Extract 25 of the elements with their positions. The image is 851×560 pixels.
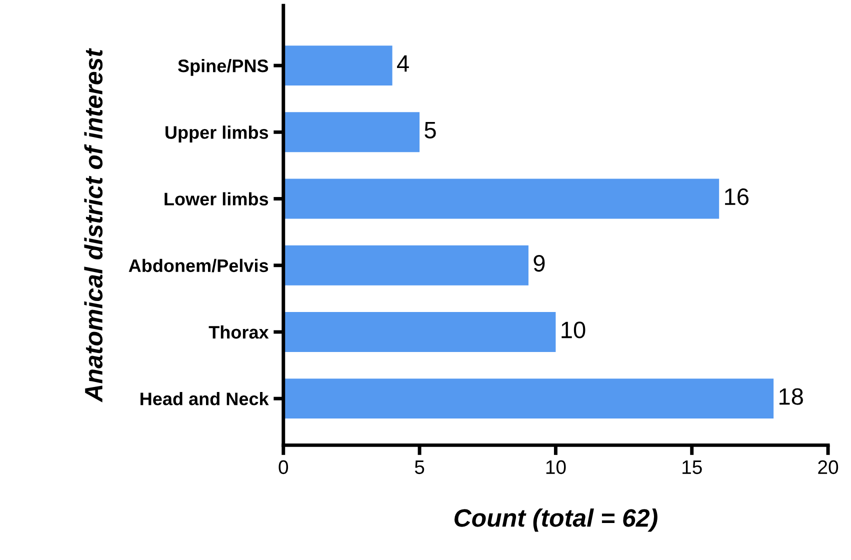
data-label: 5 bbox=[424, 122, 436, 138]
bar bbox=[283, 178, 720, 219]
y-tick-label: Thorax bbox=[208, 325, 269, 339]
data-label: 9 bbox=[534, 254, 545, 272]
bar bbox=[283, 46, 392, 86]
bar bbox=[283, 312, 556, 352]
y-tick-label: Upper limbs bbox=[166, 126, 268, 142]
y-tick-label: Spine/PNS bbox=[178, 59, 268, 76]
data-label: 16 bbox=[725, 188, 748, 206]
data-label: 4 bbox=[397, 55, 409, 72]
data-label: 10 bbox=[562, 322, 586, 338]
y-axis-title: Anatomical district of interest bbox=[84, 48, 103, 402]
x-tick-label: 15 bbox=[682, 460, 702, 474]
bar bbox=[283, 112, 420, 152]
data-label: 18 bbox=[780, 388, 803, 405]
x-tick-label: 0 bbox=[278, 460, 288, 474]
y-tick-label: Head and Neck bbox=[140, 392, 269, 406]
y-tick-label: Lower limbs bbox=[164, 192, 268, 206]
x-axis-title: Count (total = 62) bbox=[454, 508, 658, 532]
bar bbox=[283, 378, 774, 419]
x-tick-label: 5 bbox=[414, 460, 424, 474]
x-tick-label: 20 bbox=[818, 460, 838, 474]
x-tick-label: 10 bbox=[546, 460, 566, 474]
bar bbox=[283, 245, 528, 286]
y-tick-label: Abdonem/Pelvis bbox=[128, 258, 268, 272]
